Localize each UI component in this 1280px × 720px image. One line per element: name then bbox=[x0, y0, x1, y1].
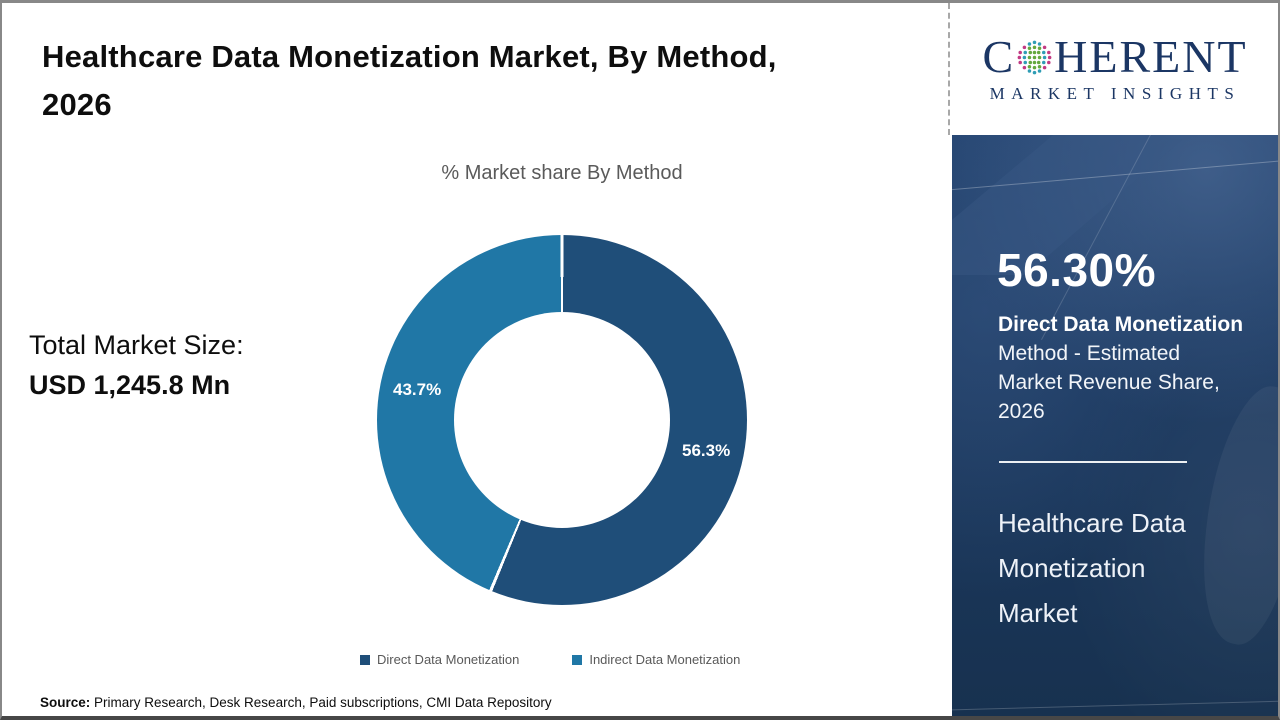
logo-letter-c: C bbox=[982, 31, 1016, 82]
total-market-size-value: USD 1,245.8 Mn bbox=[29, 370, 231, 400]
stat-label-bold: Direct Data Monetization bbox=[998, 313, 1244, 336]
logo-subtitle: MARKET INSIGHTS bbox=[989, 84, 1241, 103]
total-market-size-block: Total Market Size: USD 1,245.8 Mn bbox=[29, 325, 244, 405]
dashed-divider bbox=[948, 3, 950, 135]
page-title: Healthcare Data Monetization Market, By … bbox=[42, 39, 777, 122]
sidebar-map-texture bbox=[952, 135, 1278, 716]
source-text: Primary Research, Desk Research, Paid su… bbox=[90, 695, 552, 710]
source-line: Source: Primary Research, Desk Research,… bbox=[40, 695, 552, 710]
slice-label-direct: 56.3% bbox=[682, 441, 731, 460]
donut-chart: 56.3% 43.7% bbox=[377, 235, 747, 605]
donut-ring bbox=[377, 235, 747, 605]
stat-label-rest: Method - Estimated Market Revenue Share,… bbox=[998, 342, 1220, 423]
legend-label-indirect: Indirect Data Monetization bbox=[589, 652, 741, 667]
legend-label-direct: Direct Data Monetization bbox=[377, 652, 520, 667]
legend-item-indirect: Indirect Data Monetization bbox=[572, 652, 740, 667]
logo-wordmark: C bbox=[982, 34, 1247, 80]
legend-swatch-indirect bbox=[572, 654, 583, 665]
highlight-sidebar: 56.30% Direct Data Monetization Method -… bbox=[952, 135, 1278, 716]
market-name: Healthcare Data Monetization Market bbox=[998, 508, 1186, 628]
coherent-logo: C bbox=[952, 3, 1278, 135]
stat-value: 56.30% bbox=[997, 244, 1157, 296]
chart-title: % Market share By Method bbox=[441, 162, 683, 184]
slice-label-indirect: 43.7% bbox=[393, 380, 442, 399]
legend-item-direct: Direct Data Monetization bbox=[360, 652, 519, 667]
chart-legend: Direct Data Monetization Indirect Data M… bbox=[360, 652, 740, 667]
coherent-globe-icon bbox=[1017, 40, 1052, 74]
sidebar-divider bbox=[999, 461, 1187, 463]
sidebar-content: 56.30% Direct Data Monetization Method -… bbox=[952, 135, 1278, 716]
logo-letters-rest: HERENT bbox=[1054, 31, 1248, 82]
total-market-size-label: Total Market Size: bbox=[29, 330, 244, 360]
source-label: Source: bbox=[40, 695, 91, 710]
legend-swatch-direct bbox=[360, 654, 370, 665]
